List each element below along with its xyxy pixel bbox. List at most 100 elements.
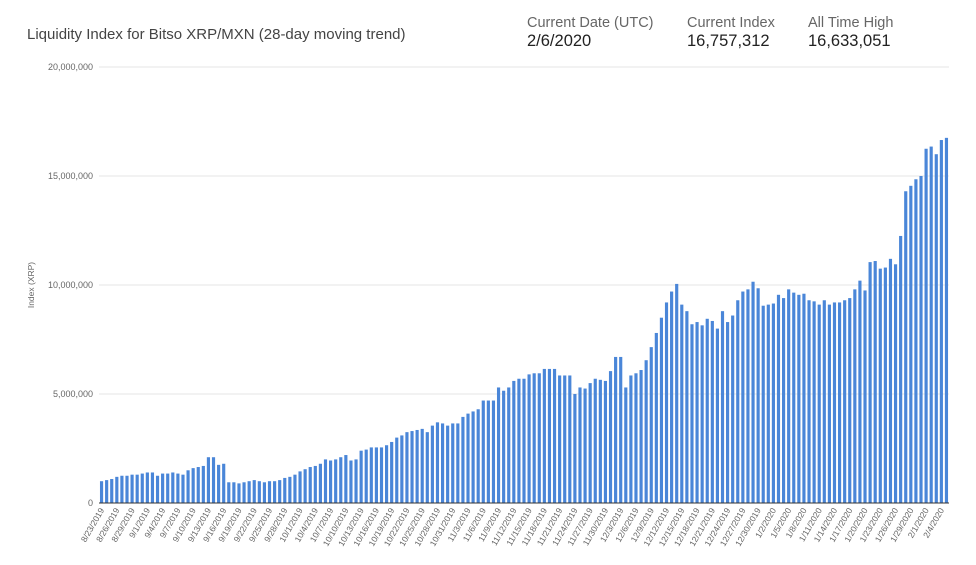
bar [283, 477, 287, 503]
bar [603, 380, 608, 503]
bar [293, 474, 297, 503]
bar [588, 383, 592, 503]
bar [644, 360, 648, 503]
bar [558, 375, 562, 503]
bar [899, 235, 903, 503]
bar [812, 301, 816, 503]
bar [868, 262, 872, 503]
bar [420, 428, 424, 503]
bar [726, 322, 730, 503]
bar [486, 400, 490, 503]
bar [619, 356, 623, 503]
bar [563, 375, 567, 503]
bar [685, 311, 689, 503]
bar [731, 315, 735, 503]
bar [369, 447, 373, 503]
y-tick-label: 15,000,000 [48, 171, 93, 181]
bar [435, 422, 440, 503]
bar [166, 473, 170, 503]
bar [944, 137, 949, 503]
bar [415, 429, 419, 503]
bar [853, 289, 857, 503]
bar [720, 311, 725, 503]
bar [649, 347, 653, 503]
bar [237, 483, 241, 503]
stat-label: All Time High [808, 15, 894, 31]
bar [939, 140, 943, 503]
stat-current-index: Current Index 16,757,312 [687, 15, 775, 51]
bar [782, 298, 786, 503]
stat-label: Current Index [687, 15, 775, 31]
bar [181, 474, 185, 503]
bar [705, 318, 709, 503]
bar [863, 290, 867, 503]
bar [787, 289, 791, 503]
y-tick-label: 0 [88, 498, 93, 508]
bar [624, 387, 628, 503]
bar [807, 300, 811, 503]
bar [466, 413, 470, 503]
bar [130, 474, 134, 503]
bar [99, 481, 104, 503]
bar [359, 450, 363, 503]
bar [227, 482, 231, 503]
bar [400, 435, 404, 503]
bar [374, 447, 378, 503]
bar [288, 476, 292, 503]
bar [252, 480, 256, 503]
stat-value: 16,633,051 [808, 32, 891, 50]
bar [817, 304, 821, 503]
bar [171, 472, 175, 503]
bar [176, 473, 180, 503]
bar [217, 464, 221, 503]
bar [155, 475, 160, 503]
bar [150, 472, 155, 503]
y-axis-label: Index (XRP) [26, 262, 36, 308]
stat-all-time-high: All Time High 16,633,051 [808, 15, 893, 51]
bar [608, 371, 613, 503]
bar [512, 380, 516, 503]
bar [262, 482, 266, 503]
chart-title: Liquidity Index for Bitso XRP/MXN (28-da… [27, 26, 406, 43]
bar [822, 300, 826, 503]
stat-value: 16,757,312 [687, 32, 770, 50]
x-axis-ticks: 8/23/20198/26/20198/29/20199/1/20199/4/2… [79, 506, 947, 548]
stat-label: Current Date (UTC) [527, 15, 654, 31]
bar [568, 375, 572, 503]
bar [125, 475, 129, 503]
bar [115, 476, 119, 503]
bar [354, 459, 358, 503]
bar [700, 325, 704, 503]
bar [232, 482, 236, 503]
bar [715, 328, 719, 503]
bar [507, 387, 511, 503]
bar [273, 481, 277, 503]
y-axis-ticks: 0 5,000,000 10,000,000 15,000,000 20,000,000 [48, 62, 93, 508]
bar [888, 258, 893, 503]
bar [664, 302, 669, 503]
bar [334, 459, 338, 503]
bar [430, 425, 434, 503]
bar [140, 473, 144, 503]
bar [858, 280, 862, 503]
bar [303, 469, 307, 503]
bar [481, 400, 485, 503]
bar [547, 368, 552, 503]
bar [120, 475, 124, 503]
bar [904, 191, 908, 503]
bar [461, 416, 465, 503]
bar [471, 411, 475, 503]
bar [527, 374, 531, 503]
bar [201, 465, 205, 503]
bar [206, 457, 211, 503]
bar [766, 304, 770, 503]
bar [502, 390, 506, 503]
bar [629, 375, 633, 503]
bar [756, 288, 760, 503]
bar [593, 378, 597, 503]
bar [832, 302, 837, 503]
bar [385, 445, 389, 503]
bar [522, 378, 526, 503]
gridlines [99, 66, 949, 395]
